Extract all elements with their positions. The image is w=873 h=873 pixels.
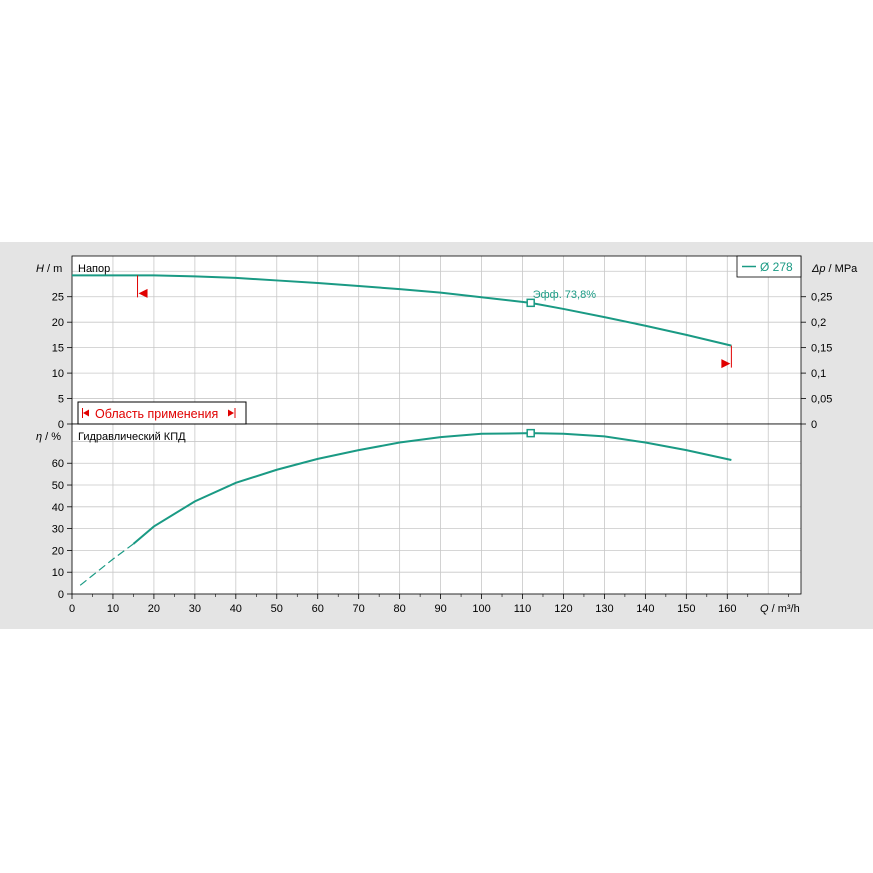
x-tick-label: 100 xyxy=(472,603,490,615)
y-tick-label: 20 xyxy=(52,545,64,557)
plot-frame xyxy=(71,423,802,595)
x-tick-label: 0 xyxy=(69,603,75,615)
x-tick-label: 140 xyxy=(636,603,654,615)
y-tick-label: 0 xyxy=(58,589,64,601)
head-panel: 0 5 10 15 20 25 H / m Напор 0 0,05 0,1 0,15 0,2 0,25 Δ… xyxy=(36,255,858,431)
y2-tick-label: 0 xyxy=(811,419,817,431)
x-tick-label: 10 xyxy=(107,603,119,615)
y-axis-label: H / m xyxy=(36,263,62,275)
application-range-box: Область применения xyxy=(77,401,247,425)
y2-tick-label: 0,25 xyxy=(811,292,832,304)
application-range-label: Область применения xyxy=(95,407,218,421)
efficiency-panel: 0 10 20 30 40 50 60 η / % Гидравлический КПД xyxy=(36,423,802,601)
x-axis: 0 10 20 30 40 50 60 70 80 90 100 110 120 130 140 150 160… xyxy=(69,594,800,615)
application-range-frame xyxy=(77,401,247,425)
x-tick-label: 120 xyxy=(554,603,572,615)
legend-label: Ø 278 xyxy=(760,260,793,274)
legend: Ø 278 xyxy=(736,255,802,278)
y-tick-label: 10 xyxy=(52,567,64,579)
y2-tick-label: 0,15 xyxy=(811,343,832,355)
y2-tick-label: 0,1 xyxy=(811,368,826,380)
panel-title: Гидравлический КПД xyxy=(78,431,186,443)
y2-tick-label: 0,05 xyxy=(811,394,832,406)
efficiency-curve xyxy=(132,432,732,545)
y-tick-label: 10 xyxy=(52,368,64,380)
x-tick-label: 40 xyxy=(230,603,242,615)
x-tick-label: 130 xyxy=(595,603,613,615)
legend-box xyxy=(736,255,802,278)
range-min-arrow-icon xyxy=(138,288,148,298)
operating-point-marker xyxy=(526,298,535,308)
y2-axis-label: Δp / MPa xyxy=(811,263,858,275)
x-tick-label: 20 xyxy=(148,603,160,615)
x-tick-label: 90 xyxy=(434,603,446,615)
panel-title: Напор xyxy=(78,263,110,275)
efficiency-curve-dashed xyxy=(79,543,134,586)
y-tick-label: 25 xyxy=(52,292,64,304)
x-tick-label: 80 xyxy=(394,603,406,615)
x-tick-label: 50 xyxy=(271,603,283,615)
plot-area xyxy=(72,424,801,594)
x-tick-label: 70 xyxy=(353,603,365,615)
x-tick-label: 150 xyxy=(677,603,695,615)
y2-tick-label: 0,2 xyxy=(811,317,826,329)
x-tick-label: 110 xyxy=(514,603,532,615)
x-tick-label: 30 xyxy=(189,603,201,615)
y-axis-label: η / % xyxy=(36,431,61,443)
operating-point-label: Эфф. 73,8% xyxy=(533,289,597,301)
plot-area xyxy=(72,256,801,424)
x-axis-label: Q / m³/h xyxy=(760,603,800,615)
y-tick-label: 60 xyxy=(52,458,64,470)
y-tick-label: 0 xyxy=(58,419,64,431)
y-tick-label: 5 xyxy=(58,394,64,406)
y-tick-label: 40 xyxy=(52,502,64,514)
head-curve xyxy=(72,274,732,347)
x-tick-label: 60 xyxy=(312,603,324,615)
y-tick-label: 20 xyxy=(52,317,64,329)
y-tick-label: 50 xyxy=(52,480,64,492)
range-right-arrow-icon xyxy=(228,409,234,417)
x-tick-label: 160 xyxy=(718,603,736,615)
y-tick-label: 30 xyxy=(52,524,64,536)
range-left-arrow-icon xyxy=(83,409,89,417)
y-tick-label: 15 xyxy=(52,343,64,355)
operating-point-marker xyxy=(526,428,535,438)
range-max-arrow-icon xyxy=(721,359,731,369)
